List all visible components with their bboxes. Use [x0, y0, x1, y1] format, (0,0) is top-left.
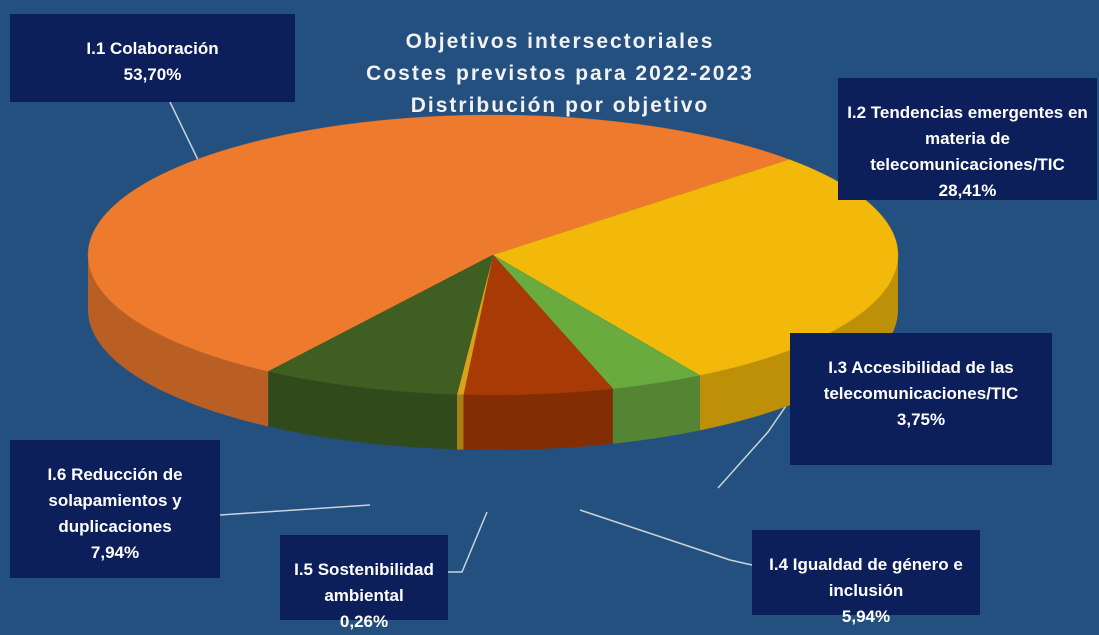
- leader-line: [579, 509, 753, 566]
- slice-side: [456, 394, 464, 450]
- data-label: I.1 Colaboración 53,70%: [10, 14, 295, 102]
- label-category: I.3 Accesibilidad de las telecomunicacio…: [823, 358, 1019, 403]
- pie: [87, 114, 899, 450]
- slice-side: [268, 371, 457, 450]
- leader-line: [219, 504, 371, 516]
- slice-side: [612, 375, 700, 444]
- label-category: I.5 Sostenibilidad ambiental: [294, 560, 434, 605]
- label-value: 7,94%: [90, 543, 140, 562]
- slice-side: [463, 388, 613, 450]
- label-value: 53,70%: [123, 65, 182, 84]
- label-value: 0,26%: [339, 612, 389, 631]
- label-category: I.6 Reducción de solapamientos y duplica…: [47, 465, 183, 536]
- slice-side: [88, 255, 269, 427]
- slice: [87, 114, 791, 372]
- label-value: 28,41%: [938, 181, 997, 200]
- data-label: I.6 Reducción de solapamientos y duplica…: [10, 440, 220, 578]
- leader-line: [717, 399, 791, 489]
- data-label: I.4 Igualdad de género e inclusión 5,94%: [752, 530, 980, 626]
- label-category: I.4 Igualdad de género e inclusión: [769, 555, 963, 600]
- data-label: I.3 Accesibilidad de las telecomunicacio…: [790, 333, 1052, 465]
- label-value: 3,75%: [896, 410, 946, 429]
- leader-line: [448, 511, 488, 573]
- data-label: I.2 Tendencias emergentes en materia de …: [838, 78, 1097, 200]
- label-value: 5,94%: [841, 607, 891, 626]
- slice-side: [699, 255, 898, 431]
- chart-title: Objetivos intersectoriales: [405, 30, 715, 53]
- slice: [492, 254, 701, 389]
- chart-title: Distribución por objetivo: [410, 94, 710, 117]
- label-category: I.2 Tendencias emergentes en materia de …: [847, 103, 1088, 174]
- slice: [267, 254, 494, 395]
- chart-title: Costes previstos para 2022-2023: [366, 62, 754, 85]
- label-category: I.1 Colaboración: [86, 39, 219, 58]
- data-label: I.5 Sostenibilidad ambiental 0,26%: [280, 535, 448, 631]
- slice: [463, 254, 614, 396]
